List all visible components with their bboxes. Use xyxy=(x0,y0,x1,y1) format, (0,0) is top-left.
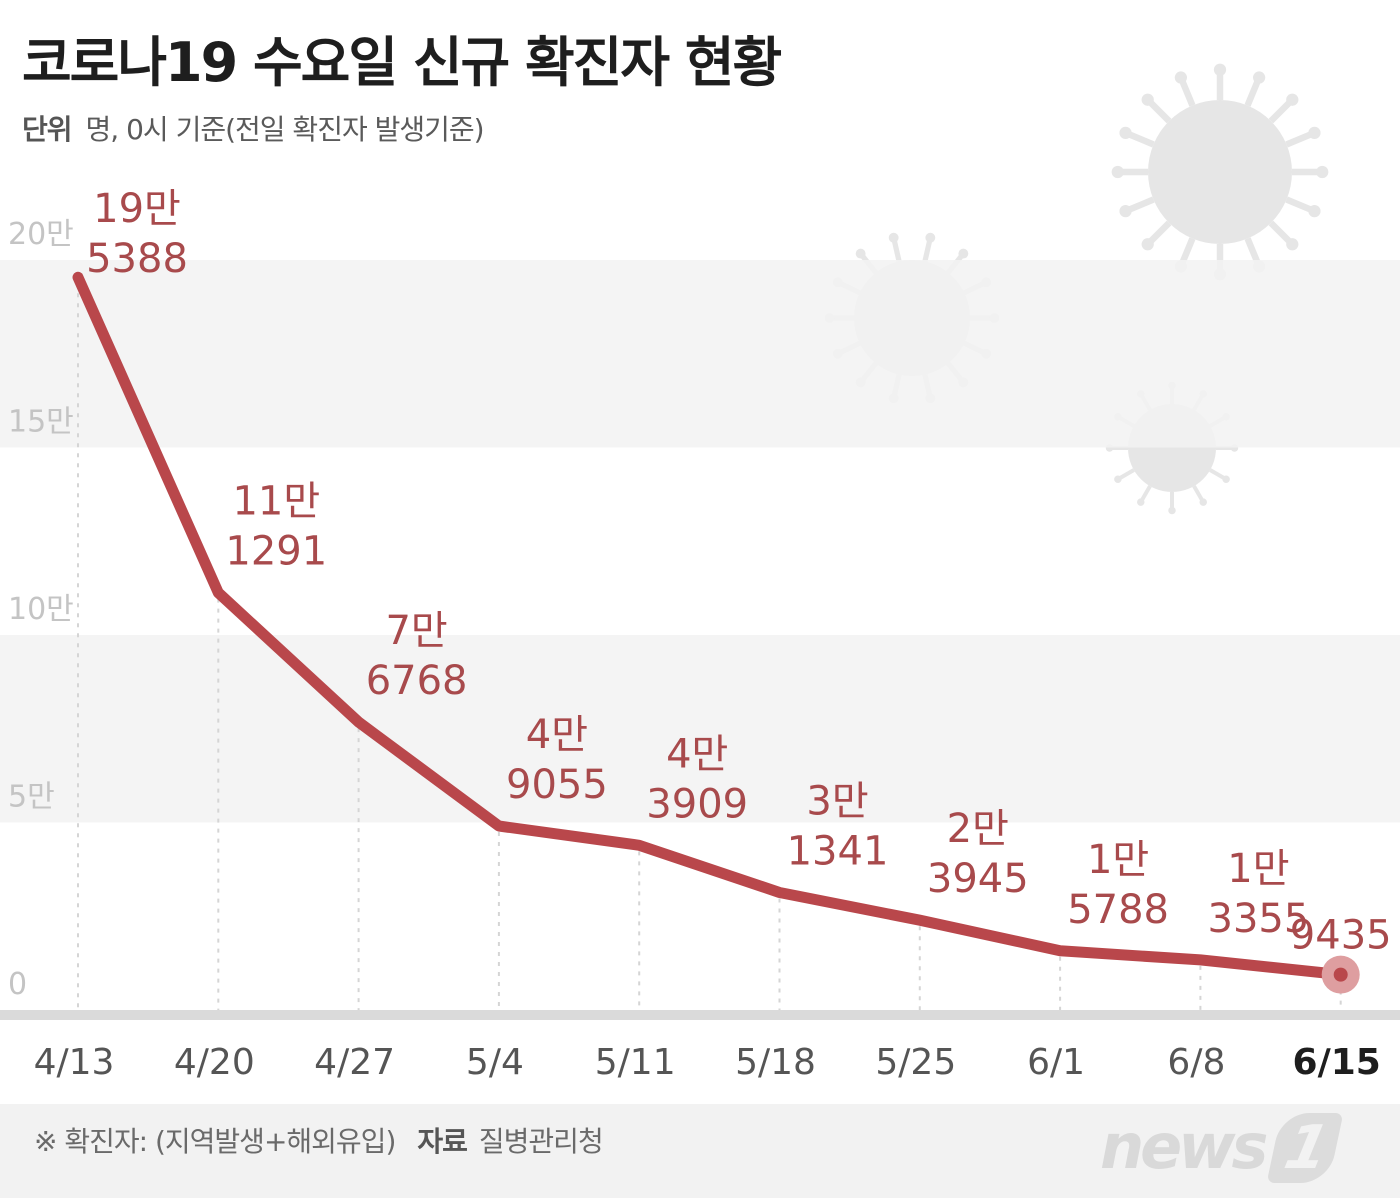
virus-spike-tip xyxy=(888,232,899,243)
footnote-note: ※ 확진자: (지역발생+해외유입) xyxy=(34,1125,396,1158)
virus-spike-tip xyxy=(958,248,969,259)
x-tick-label: 6/15 xyxy=(1293,1042,1381,1083)
virus-spike-tip xyxy=(1286,93,1299,106)
footnote: ※ 확진자: (지역발생+해외유입) 자료 질병관리청 xyxy=(34,1120,604,1160)
x-tick-labels: 4/13 4/20 4/27 5/4 5/11 5/18 5/25 6/1 6/8 6/15 xyxy=(34,1042,1381,1083)
x-tick-label: 5/4 xyxy=(466,1042,524,1083)
x-tick-label: 4/20 xyxy=(174,1042,255,1083)
series-line-path xyxy=(72,271,1347,981)
data-label-value: 5788 xyxy=(1067,887,1169,933)
virus-spike-tip xyxy=(1119,126,1132,139)
data-label-man: 7만 xyxy=(385,608,447,654)
data-label-value: 3909 xyxy=(646,781,748,827)
data-label-value: 3355 xyxy=(1208,896,1310,942)
virus-icon xyxy=(1111,63,1329,281)
drop-lines xyxy=(77,283,1342,1010)
virus-spike-tip xyxy=(1137,498,1145,506)
x-tick-label: 6/1 xyxy=(1027,1042,1085,1083)
virus-spike-tip xyxy=(1253,71,1266,84)
chart-title: 코로나19 수요일 신규 확진자 현황 xyxy=(22,31,782,94)
x-tick-label: 5/18 xyxy=(735,1042,816,1083)
virus-spike-tip xyxy=(1199,498,1207,506)
footer: ※ 확진자: (지역발생+해외유입) 자료 질병관리청 news 1 xyxy=(0,1104,1400,1198)
virus-spike-tip xyxy=(1114,475,1122,483)
data-label-man: 1만 xyxy=(1087,837,1149,883)
data-label-man: 3만 xyxy=(806,778,868,824)
chart-subtitle: 단위 명, 0시 기준(전일 확진자 발생기준) xyxy=(22,108,485,148)
unit-label: 단위 xyxy=(22,113,73,146)
virus-spike-tip xyxy=(1168,506,1176,515)
data-label-man: 2만 xyxy=(947,806,1009,852)
virus-spike-tip xyxy=(1286,238,1299,251)
grid-band xyxy=(0,260,1400,448)
y-tick-labels: 0 5만 10만 15만 20만 xyxy=(8,217,74,1002)
virus-spike-tip xyxy=(1174,71,1187,84)
virus-spike-tip xyxy=(1308,205,1321,218)
grid-band xyxy=(0,635,1400,823)
virus-spike-tip xyxy=(1141,93,1154,106)
virus-spike-tip xyxy=(1222,475,1230,483)
virus-body xyxy=(1148,100,1292,244)
x-tick-label: 6/8 xyxy=(1167,1042,1225,1083)
news1-logo: news 1 xyxy=(1100,1110,1344,1183)
data-label-value: 1291 xyxy=(225,529,327,575)
unit-text: 명, 0시 기준(전일 확진자 발생기준) xyxy=(85,113,485,146)
series-line xyxy=(72,271,1360,994)
y-tick-label: 5만 xyxy=(8,780,55,815)
data-label-man: 4만 xyxy=(526,712,588,758)
y-tick-label: 0 xyxy=(8,967,27,1002)
data-label-value: 9055 xyxy=(506,762,608,808)
y-tick-label: 20만 xyxy=(8,217,74,252)
data-labels: 538819만129111만67687만90554만39094만13413만39… xyxy=(86,186,1391,959)
last-point-core xyxy=(1333,967,1348,982)
virus-spike-tip xyxy=(855,248,866,259)
virus-spike-tip xyxy=(1119,205,1132,218)
logo-text: news xyxy=(1100,1110,1268,1183)
virus-spike-tip xyxy=(1141,238,1154,251)
data-label-value: 5388 xyxy=(86,236,188,282)
data-label-man: 4만 xyxy=(666,731,728,777)
virus-spike-tip xyxy=(1308,126,1321,139)
data-label-value: 3945 xyxy=(927,856,1029,902)
data-label-value: 9435 xyxy=(1290,913,1392,959)
source-text: 질병관리청 xyxy=(478,1125,604,1158)
virus-spike-tip xyxy=(925,232,936,243)
x-tick-label: 4/27 xyxy=(314,1042,395,1083)
virus-spike-tip xyxy=(1111,165,1124,179)
data-label-man: 11만 xyxy=(232,479,320,525)
logo-mark: 1 xyxy=(1266,1113,1344,1183)
virus-spike-tip xyxy=(1316,165,1329,179)
data-label-value: 1341 xyxy=(787,828,889,874)
x-tick-label: 5/25 xyxy=(875,1042,956,1083)
data-label-man: 1만 xyxy=(1227,846,1289,892)
y-tick-label: 15만 xyxy=(8,405,74,440)
source-label: 자료 xyxy=(417,1125,468,1158)
x-axis-bar xyxy=(0,1010,1400,1020)
background-bands xyxy=(0,260,1400,823)
virus-spike-tip xyxy=(1213,63,1227,76)
y-tick-label: 10만 xyxy=(8,592,74,627)
x-tick-label: 4/13 xyxy=(34,1042,115,1083)
x-tick-label: 5/11 xyxy=(595,1042,676,1083)
data-label-value: 6768 xyxy=(366,658,468,704)
data-label-man: 19만 xyxy=(93,186,181,232)
